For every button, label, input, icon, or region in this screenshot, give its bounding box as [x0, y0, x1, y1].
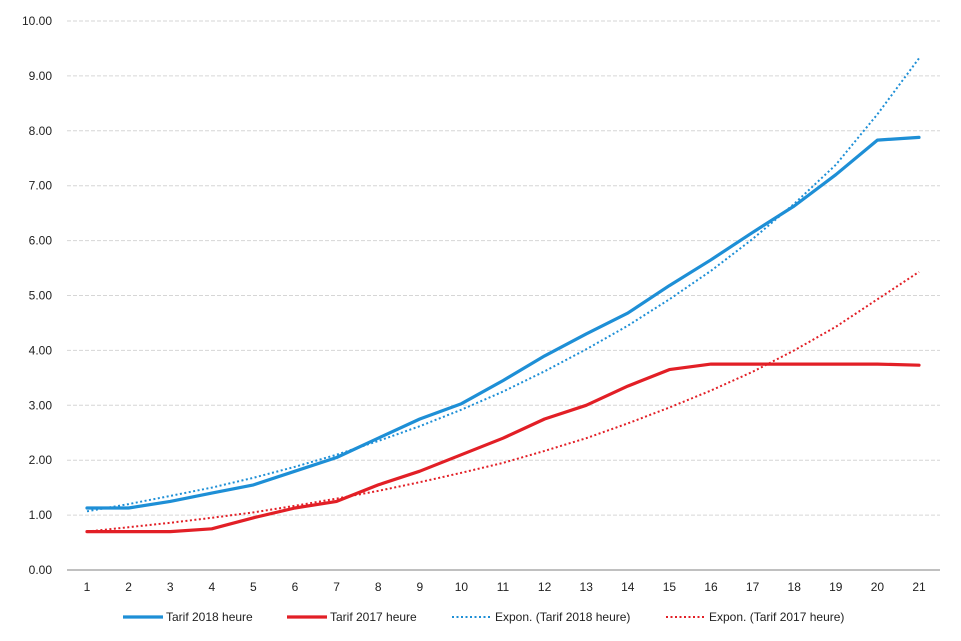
- y-tick-label: 8.00: [29, 124, 53, 138]
- x-tick-label: 6: [292, 580, 299, 594]
- y-tick-label: 1.00: [29, 508, 53, 522]
- series-line-4: [86, 271, 920, 533]
- series-lines: [85, 57, 921, 534]
- x-tick-label: 11: [497, 580, 510, 594]
- x-axis: 1 2 3 4 5 6 7 8 9 10 11 12 13 14 15 16 17 18 19 20 21: [84, 580, 926, 594]
- y-tick-label: 2.00: [29, 453, 53, 467]
- x-tick-label: 1: [84, 580, 91, 594]
- y-tick-label: 4.00: [29, 343, 53, 357]
- legend-label-2: Tarif 2017 heure: [330, 610, 417, 624]
- y-tick-label: 7.00: [29, 179, 53, 193]
- legend: Tarif 2018 heure Tarif 2017 heure Expon. (…: [123, 610, 844, 624]
- y-tick-label: 5.00: [29, 289, 53, 303]
- x-tick-label: 9: [416, 580, 423, 594]
- series-line-2: [85, 362, 921, 534]
- gridlines: [67, 20, 940, 571]
- x-tick-label: 21: [912, 580, 926, 594]
- y-tick-label: 0.00: [29, 563, 53, 577]
- series-line-3: [86, 57, 920, 513]
- series-line-1: [85, 135, 921, 510]
- y-tick-label: 6.00: [29, 234, 53, 248]
- x-tick-label: 10: [455, 580, 469, 594]
- x-tick-label: 16: [704, 580, 718, 594]
- x-tick-label: 8: [375, 580, 382, 594]
- x-tick-label: 17: [746, 580, 760, 594]
- x-tick-label: 3: [167, 580, 174, 594]
- x-tick-label: 19: [829, 580, 843, 594]
- y-axis: 0.00 1.00 2.00 3.00 4.00 5.00 6.00 7.00 8.00 9.00…: [22, 14, 52, 577]
- x-tick-label: 5: [250, 580, 257, 594]
- x-tick-label: 2: [125, 580, 132, 594]
- x-tick-label: 4: [208, 580, 215, 594]
- legend-label-1: Tarif 2018 heure: [166, 610, 253, 624]
- y-tick-label: 9.00: [29, 69, 53, 83]
- x-tick-label: 15: [663, 580, 677, 594]
- x-tick-label: 12: [538, 580, 552, 594]
- x-tick-label: 13: [580, 580, 594, 594]
- y-tick-label: 3.00: [29, 398, 53, 412]
- legend-label-3: Expon. (Tarif 2018 heure): [495, 610, 630, 624]
- x-tick-label: 20: [871, 580, 885, 594]
- y-tick-label: 10.00: [22, 14, 52, 28]
- x-tick-label: 18: [788, 580, 802, 594]
- legend-label-4: Expon. (Tarif 2017 heure): [709, 610, 844, 624]
- x-tick-label: 7: [333, 580, 340, 594]
- x-tick-label: 14: [621, 580, 635, 594]
